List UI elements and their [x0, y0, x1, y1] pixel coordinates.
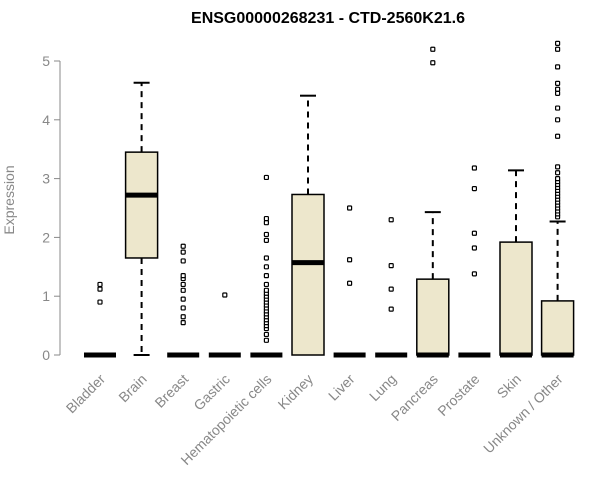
y-tick-label: 5 — [42, 53, 50, 69]
box-rect — [499, 241, 533, 356]
box-rect — [124, 151, 159, 259]
outlier-point — [554, 164, 561, 170]
box-rect — [291, 193, 325, 356]
outlier-point — [180, 258, 186, 264]
outlier-point — [97, 286, 103, 292]
outlier-point — [388, 306, 394, 312]
outlier-point — [263, 237, 269, 243]
outlier-point — [180, 305, 186, 311]
outlier-point — [554, 40, 561, 46]
y-axis-label: Expression — [1, 165, 17, 234]
outlier-point — [263, 255, 269, 261]
box-pancreas — [416, 46, 450, 358]
outlier-point — [554, 80, 561, 86]
outlier-point — [263, 264, 269, 270]
outlier-point — [263, 231, 269, 238]
outlier-point — [180, 273, 186, 279]
x-tick-label: Kidney — [275, 371, 317, 413]
outlier-point — [471, 230, 477, 236]
x-tick-label: Brain — [115, 371, 149, 405]
y-axis: 0 1 2 3 4 5 — [42, 53, 61, 363]
outlier-point — [347, 280, 353, 286]
box-lung — [375, 217, 408, 358]
outlier-point — [554, 46, 561, 52]
outlier-point — [554, 176, 561, 182]
outlier-point — [180, 296, 186, 302]
outlier-point — [263, 273, 269, 279]
x-tick-label: Bladder — [63, 371, 109, 417]
outlier-point — [222, 292, 228, 298]
outlier-point — [180, 320, 186, 326]
outlier-point — [554, 133, 561, 139]
y-tick-label: 1 — [42, 288, 50, 304]
outlier-point — [471, 185, 477, 192]
box-hematopoietic-cells — [250, 174, 283, 358]
box-skin — [499, 169, 533, 358]
outlier-point — [471, 165, 477, 171]
x-tick-label: Lung — [366, 371, 399, 404]
outlier-point — [97, 299, 103, 305]
outlier-point — [471, 245, 477, 251]
boxes — [84, 40, 575, 358]
outlier-point — [180, 314, 186, 320]
box-bladder — [84, 281, 116, 358]
box-kidney — [291, 94, 325, 356]
outlier-point — [263, 331, 269, 338]
y-tick-label: 3 — [42, 171, 50, 187]
outlier-point — [554, 105, 561, 111]
outlier-point — [180, 287, 186, 293]
chart-title: ENSG00000268231 - CTD-2560K21.6 — [191, 10, 465, 27]
outlier-point — [97, 281, 103, 288]
outlier-point — [430, 46, 436, 52]
outlier-point — [554, 86, 561, 92]
box-brain — [124, 81, 159, 356]
outlier-point — [180, 249, 186, 255]
outlier-point — [263, 287, 269, 293]
outlier-point — [388, 263, 394, 269]
outlier-point — [430, 60, 436, 66]
outlier-point — [554, 170, 561, 176]
y-tick-label: 4 — [42, 112, 50, 128]
outlier-point — [263, 174, 269, 181]
y-tick-label: 2 — [42, 229, 50, 245]
outlier-point — [554, 117, 561, 123]
x-tick-label: Unknown / Other — [480, 371, 566, 457]
outlier-point — [263, 281, 269, 288]
x-tick-label: Skin — [494, 371, 525, 402]
box-gastric — [208, 292, 241, 358]
box-liver — [333, 205, 366, 358]
box-rect — [540, 300, 575, 356]
outlier-point — [388, 286, 394, 292]
outlier-point — [347, 257, 353, 263]
y-tick-label: 0 — [42, 347, 50, 363]
box-prostate — [458, 165, 491, 358]
box-unknown-other — [540, 40, 575, 358]
outlier-point — [471, 271, 477, 277]
outlier-point — [554, 90, 561, 96]
outlier-point — [180, 243, 186, 249]
outlier-point — [263, 215, 269, 222]
x-tick-label: Prostate — [434, 371, 482, 419]
outlier-point — [388, 217, 394, 223]
outlier-point — [263, 337, 269, 343]
box-rect — [416, 278, 450, 356]
x-tick-label: Breast — [151, 371, 191, 411]
outlier-point — [180, 281, 186, 288]
x-tick-label: Liver — [325, 371, 358, 404]
box-breast — [167, 243, 200, 358]
outlier-point — [554, 64, 561, 70]
outlier-point — [347, 205, 353, 211]
outlier-point — [263, 220, 269, 226]
